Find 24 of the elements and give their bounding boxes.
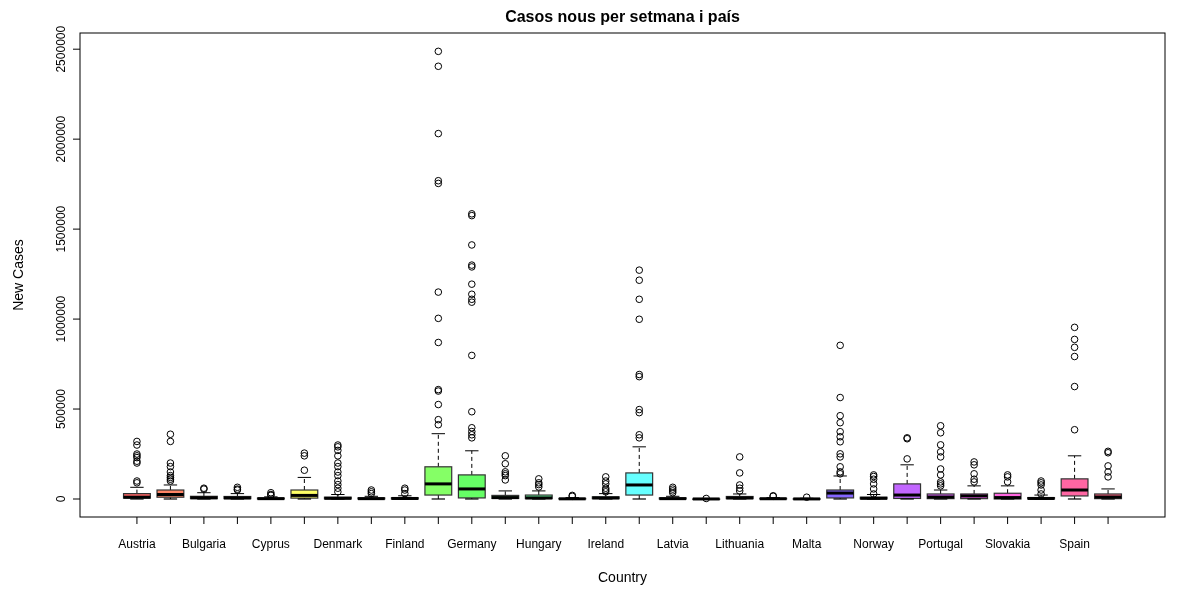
x-tick-label: Hungary <box>516 537 562 551</box>
x-tick-label: Portugal <box>918 537 963 551</box>
x-tick-label: Ireland <box>587 537 625 551</box>
x-tick-label: Slovakia <box>984 537 1031 551</box>
x-tick-label: Latvia <box>656 537 690 551</box>
x-tick-label: Cyprus <box>251 537 290 551</box>
x-tick-label: Denmark <box>313 537 364 551</box>
y-tick-label: 2500000 <box>54 25 68 73</box>
y-tick-label: 1500000 <box>54 205 68 253</box>
x-tick-label: Norway <box>853 537 894 551</box>
x-tick-label: Lithuania <box>715 537 765 551</box>
x-tick-label: Bulgaria <box>181 537 227 551</box>
y-tick-label: 1000000 <box>54 295 68 343</box>
x-tick-label: Finland <box>385 537 425 551</box>
y-tick-label: 2000000 <box>54 115 68 163</box>
y-tick-label: 500000 <box>54 388 68 430</box>
chart-title: Casos nous per setmana i país <box>505 8 740 25</box>
x-axis-title: Country <box>597 569 648 585</box>
y-axis-title: New Cases <box>10 239 26 311</box>
x-tick-label: Austria <box>118 537 156 551</box>
y-tick-label: 0 <box>54 495 68 503</box>
x-tick-label: Malta <box>792 537 822 551</box>
x-tick-label: Germany <box>447 537 497 551</box>
x-tick-label: Spain <box>1059 537 1090 551</box>
